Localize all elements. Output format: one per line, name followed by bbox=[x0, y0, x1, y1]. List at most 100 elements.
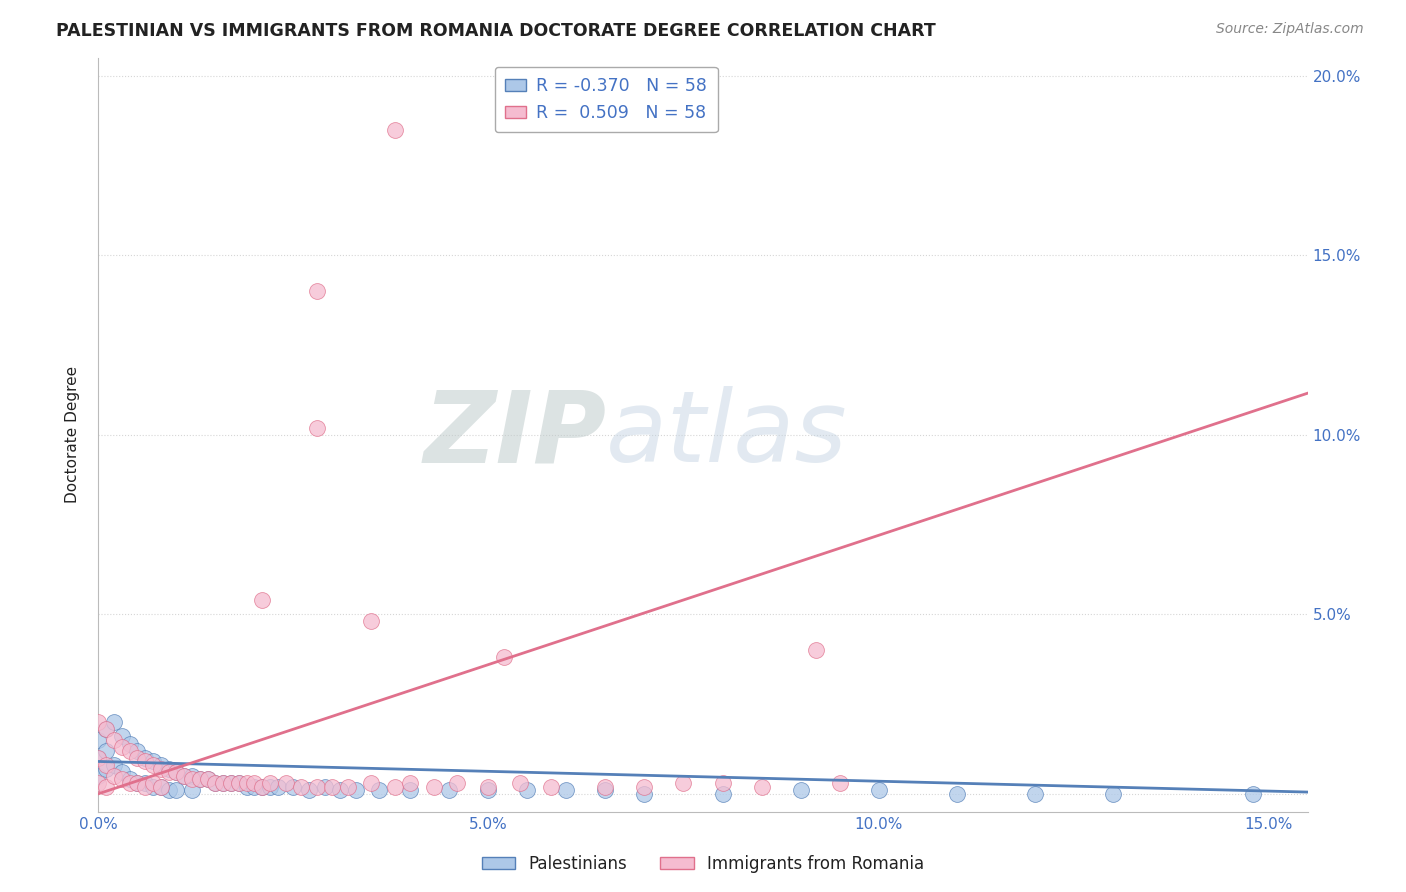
Point bbox=[165, 783, 187, 797]
Point bbox=[118, 737, 141, 751]
Point bbox=[118, 776, 141, 790]
Point bbox=[828, 776, 851, 790]
Point bbox=[127, 776, 149, 790]
Point bbox=[127, 751, 149, 765]
Point bbox=[672, 776, 695, 790]
Point bbox=[118, 772, 141, 787]
Point bbox=[305, 780, 328, 794]
Point bbox=[751, 780, 773, 794]
Point bbox=[274, 776, 297, 790]
Text: atlas: atlas bbox=[606, 386, 848, 483]
Point bbox=[149, 758, 172, 772]
Point bbox=[96, 780, 118, 794]
Point bbox=[181, 769, 204, 783]
Point bbox=[368, 783, 391, 797]
Point bbox=[103, 769, 125, 783]
Point bbox=[868, 783, 890, 797]
Point bbox=[188, 772, 211, 787]
Point bbox=[188, 772, 211, 787]
Point bbox=[111, 765, 134, 780]
Point bbox=[477, 780, 499, 794]
Point bbox=[283, 780, 305, 794]
Point bbox=[142, 758, 165, 772]
Point bbox=[173, 769, 195, 783]
Point bbox=[259, 776, 281, 790]
Point bbox=[1024, 787, 1046, 801]
Point bbox=[87, 769, 110, 783]
Point bbox=[235, 776, 257, 790]
Point bbox=[157, 765, 180, 780]
Point bbox=[103, 714, 125, 729]
Point bbox=[384, 780, 406, 794]
Point bbox=[127, 776, 149, 790]
Point bbox=[540, 780, 562, 794]
Point bbox=[305, 285, 328, 299]
Point bbox=[494, 650, 516, 665]
Point bbox=[111, 740, 134, 755]
Point bbox=[87, 714, 110, 729]
Point bbox=[509, 776, 531, 790]
Point bbox=[243, 776, 266, 790]
Text: ZIP: ZIP bbox=[423, 386, 606, 483]
Point bbox=[516, 783, 538, 797]
Point bbox=[111, 730, 134, 744]
Point bbox=[477, 783, 499, 797]
Point bbox=[149, 780, 172, 794]
Point bbox=[96, 722, 118, 736]
Point bbox=[314, 780, 336, 794]
Point bbox=[290, 780, 312, 794]
Point bbox=[118, 744, 141, 758]
Point bbox=[219, 776, 242, 790]
Point bbox=[149, 762, 172, 776]
Point bbox=[1241, 787, 1264, 801]
Point bbox=[181, 783, 204, 797]
Point bbox=[259, 780, 281, 794]
Point bbox=[633, 787, 655, 801]
Point bbox=[267, 780, 290, 794]
Point bbox=[134, 751, 156, 765]
Point bbox=[134, 780, 156, 794]
Point bbox=[96, 758, 118, 772]
Point bbox=[711, 787, 734, 801]
Point bbox=[87, 733, 110, 747]
Point bbox=[446, 776, 468, 790]
Point bbox=[219, 776, 242, 790]
Point bbox=[87, 751, 110, 765]
Point bbox=[142, 780, 165, 794]
Point bbox=[142, 755, 165, 769]
Legend: R = -0.370   N = 58, R =  0.509   N = 58: R = -0.370 N = 58, R = 0.509 N = 58 bbox=[495, 67, 717, 132]
Point bbox=[96, 762, 118, 776]
Point bbox=[1101, 787, 1123, 801]
Point bbox=[197, 772, 219, 787]
Point bbox=[789, 783, 811, 797]
Point bbox=[173, 769, 195, 783]
Point bbox=[228, 776, 250, 790]
Point bbox=[149, 780, 172, 794]
Point bbox=[337, 780, 360, 794]
Legend: Palestinians, Immigrants from Romania: Palestinians, Immigrants from Romania bbox=[475, 848, 931, 880]
Point bbox=[633, 780, 655, 794]
Point bbox=[439, 783, 461, 797]
Point bbox=[111, 772, 134, 787]
Point bbox=[212, 776, 235, 790]
Point bbox=[157, 783, 180, 797]
Point bbox=[134, 776, 156, 790]
Text: Source: ZipAtlas.com: Source: ZipAtlas.com bbox=[1216, 22, 1364, 37]
Point bbox=[360, 615, 382, 629]
Point bbox=[96, 722, 118, 736]
Point bbox=[399, 776, 422, 790]
Point bbox=[127, 744, 149, 758]
Point bbox=[252, 780, 274, 794]
Point bbox=[243, 780, 266, 794]
Point bbox=[595, 783, 617, 797]
Point bbox=[212, 776, 235, 790]
Point bbox=[360, 776, 382, 790]
Point bbox=[399, 783, 422, 797]
Point bbox=[228, 776, 250, 790]
Point bbox=[298, 783, 321, 797]
Point bbox=[87, 776, 110, 790]
Point bbox=[142, 776, 165, 790]
Point bbox=[181, 772, 204, 787]
Point bbox=[103, 758, 125, 772]
Point bbox=[804, 643, 827, 657]
